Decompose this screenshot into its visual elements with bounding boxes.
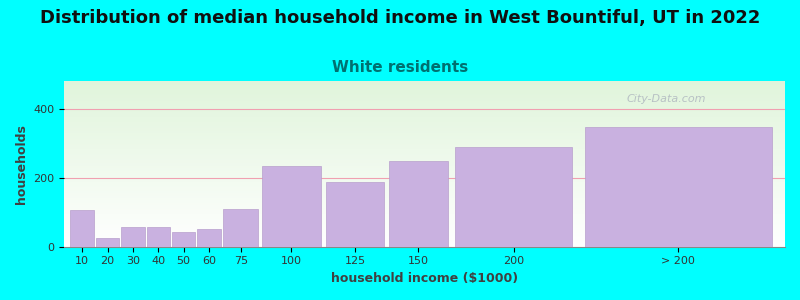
Text: White residents: White residents [332,60,468,75]
Bar [262,166,321,247]
Bar [455,147,572,247]
X-axis label: household income ($1000): household income ($1000) [331,272,518,285]
Y-axis label: households: households [15,124,28,204]
Bar [146,227,170,247]
Bar [122,227,145,247]
Bar [198,230,221,247]
Bar [172,232,195,247]
Bar [389,161,447,247]
Bar [70,211,94,247]
Bar [223,209,258,247]
Text: Distribution of median household income in West Bountiful, UT in 2022: Distribution of median household income … [40,9,760,27]
Bar [96,238,119,247]
Text: City-Data.com: City-Data.com [626,94,706,104]
Bar [585,127,772,247]
Bar [326,182,384,247]
